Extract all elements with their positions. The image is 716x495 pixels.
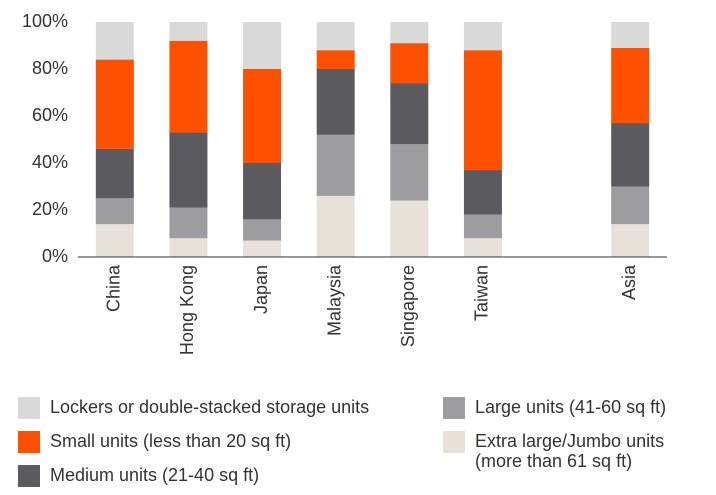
bar-segment [390, 43, 429, 84]
bar-segment [95, 148, 134, 199]
legend-label: Lockers or double-stacked storage units [50, 397, 370, 417]
bar-segment [169, 132, 208, 208]
bar-segment [611, 224, 650, 257]
bar-segment [169, 40, 208, 133]
legend-label: Extra large/Jumbo units (more than 61 sq… [475, 431, 665, 471]
bar-segment [95, 59, 134, 149]
x-tick-label: Hong Kong [177, 265, 197, 355]
legend-label: Small units (less than 20 sq ft) [50, 431, 292, 451]
bar-segment [611, 22, 650, 48]
legend-item: Lockers or double-stacked storage units [18, 397, 369, 419]
bar-segment [95, 198, 134, 225]
bar-segment [169, 22, 208, 41]
bar-segment [95, 224, 134, 257]
x-tick-label: Malaysia [324, 264, 344, 336]
bar-segment [463, 214, 502, 239]
x-tick-label: Singapore [398, 265, 418, 347]
bar-segment [463, 22, 502, 51]
bar-segment [169, 238, 208, 257]
bar-segment [169, 207, 208, 239]
bar-segment [390, 200, 429, 257]
chart: 0% 20% 40% 60% 80% 100% China Hong Kong Japan Mal… [22, 11, 667, 355]
y-tick-label: 40% [32, 152, 68, 172]
bar-segment [243, 219, 282, 241]
bar-segment [390, 22, 429, 44]
bar-segment [243, 240, 282, 257]
legend-swatch [443, 397, 465, 419]
x-tick-label: Japan [251, 265, 271, 314]
legend-item: Extra large/Jumbo units (more than 61 sq… [443, 431, 715, 471]
bar-segment [243, 69, 282, 163]
bar-segment [611, 47, 650, 124]
legend-swatch [18, 397, 40, 419]
y-tick-label: 20% [32, 199, 68, 219]
bar-segment [463, 238, 502, 257]
legend-item: Small units (less than 20 sq ft) [18, 431, 291, 453]
bar-segment [463, 170, 502, 215]
bar-segment [316, 69, 355, 135]
bar-segment [316, 50, 355, 69]
legend-item: Large units (41-60 sq ft) [443, 397, 715, 419]
x-tick-label: China [104, 264, 124, 312]
legend-swatch [443, 431, 465, 453]
legend-swatch [18, 431, 40, 453]
bar-segment [390, 83, 429, 145]
bar-segment [95, 22, 134, 60]
bar-segment [316, 134, 355, 196]
bar-segment [390, 144, 429, 201]
legend-swatch [18, 465, 40, 487]
x-tick-label: Asia [619, 264, 639, 300]
bar-segment [611, 186, 650, 225]
legend-label: Medium units (21-40 sq ft) [50, 465, 260, 485]
y-tick-label: 60% [32, 105, 68, 125]
legend-label: Large units (41-60 sq ft) [475, 397, 667, 417]
y-tick-label: 80% [32, 58, 68, 78]
x-tick-label: Taiwan [472, 265, 492, 321]
bar-segment [243, 163, 282, 220]
bar-segment [316, 195, 355, 257]
y-tick-label: 100% [22, 11, 68, 31]
bar-segment [463, 50, 502, 171]
bar-segment [316, 22, 355, 51]
y-tick-label: 0% [42, 246, 68, 266]
bar-segment [243, 22, 282, 69]
legend-item: Medium units (21-40 sq ft) [18, 465, 259, 487]
bar-segment [611, 123, 650, 187]
